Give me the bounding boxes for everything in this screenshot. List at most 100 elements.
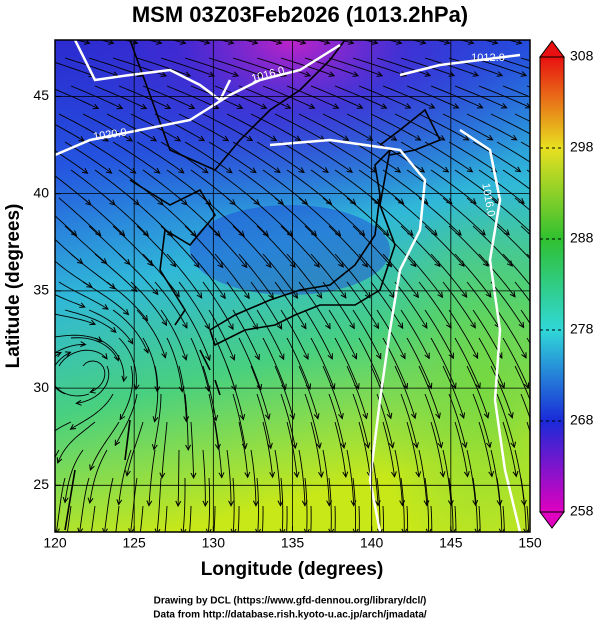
streamline	[358, 421, 371, 477]
streamline	[514, 113, 530, 122]
streamline-arrow	[301, 198, 309, 205]
streamline	[410, 40, 426, 44]
streamline-arrow	[265, 261, 272, 269]
streamline	[130, 197, 173, 237]
isobar	[459, 128, 522, 532]
streamline-arrow	[214, 443, 221, 451]
streamline	[328, 225, 368, 268]
streamline-arrow	[487, 134, 494, 141]
streamline-arrow	[256, 71, 264, 77]
streamline-arrow	[461, 291, 468, 299]
streamline-arrow	[402, 382, 409, 390]
coast-hokkaido	[379, 108, 442, 156]
streamline-arrow	[161, 352, 167, 359]
streamline-arrow	[394, 166, 402, 173]
streamline-arrow	[523, 528, 530, 532]
streamline	[136, 57, 191, 77]
streamline-arrow	[293, 471, 300, 479]
streamline	[64, 57, 119, 77]
streamline-arrow	[421, 322, 428, 329]
x-tick-label: 145	[439, 535, 463, 551]
streamline-arrow	[521, 352, 527, 359]
streamline-arrow	[373, 322, 380, 330]
streamline-arrow	[140, 103, 148, 110]
streamline-arrow	[340, 442, 347, 449]
streamline	[502, 253, 530, 286]
streamline	[166, 253, 203, 299]
streamline-arrow	[533, 412, 538, 418]
streamline-arrow	[89, 319, 97, 326]
contour-label: 1016.0	[479, 182, 497, 217]
streamline	[82, 113, 133, 142]
streamline-arrow	[270, 135, 278, 142]
streamline	[424, 477, 430, 532]
streamline	[448, 225, 489, 267]
streamline-arrow	[185, 444, 192, 452]
streamline-arrow	[483, 412, 490, 419]
streamline-arrow	[294, 135, 302, 141]
streamline-arrow	[399, 500, 406, 507]
streamline	[442, 449, 452, 506]
y-tick-label: 25	[33, 476, 49, 492]
streamline-arrow	[218, 472, 225, 479]
streamline-arrow	[318, 471, 324, 479]
colorbar-extend-bottom	[539, 511, 565, 529]
streamline	[262, 421, 274, 478]
streamline	[386, 40, 402, 44]
streamline	[466, 365, 489, 419]
streamline-arrow	[212, 103, 220, 109]
streamline-arrow	[391, 471, 397, 478]
streamline	[112, 309, 149, 353]
streamline-arrow	[179, 40, 187, 45]
streamline-arrow	[362, 412, 369, 420]
x-tick-label: 140	[360, 535, 384, 551]
streamline-arrow	[573, 103, 579, 108]
streamline	[310, 337, 335, 390]
chart-title: MSM 03Z03Feb2026 (1013.2hPa)	[132, 2, 468, 27]
streamline	[280, 141, 329, 173]
streamline	[232, 141, 281, 173]
streamline	[496, 309, 527, 359]
streamline	[148, 449, 156, 506]
streamline	[424, 393, 442, 448]
streamline	[119, 365, 134, 420]
streamline	[400, 477, 405, 532]
streamline-arrow	[472, 71, 480, 77]
streamline-arrow	[424, 71, 432, 77]
streamline-arrow	[183, 416, 190, 423]
streamline	[334, 505, 336, 532]
colorbar-tick-label: 258	[570, 503, 594, 519]
streamline-arrow	[316, 292, 323, 299]
streamline-arrow	[299, 40, 307, 45]
streamline-arrow	[424, 352, 430, 360]
streamline	[94, 85, 147, 109]
streamline-arrow	[184, 71, 192, 77]
streamline-arrow	[461, 441, 468, 449]
streamline	[142, 337, 158, 392]
streamline	[226, 113, 277, 141]
streamline	[94, 337, 125, 382]
streamline	[130, 477, 138, 532]
streamline-arrow	[150, 135, 158, 142]
streamline-arrow	[323, 40, 331, 45]
streamline	[352, 477, 357, 532]
streamline-arrow	[222, 135, 230, 142]
streamline	[75, 40, 90, 44]
streamline	[55, 351, 71, 395]
plot-area	[55, 40, 579, 532]
streamline-arrow	[166, 230, 173, 237]
streamline-arrow	[398, 198, 405, 205]
streamline	[226, 281, 258, 330]
streamline	[370, 113, 421, 141]
streamline-arrow	[69, 424, 77, 430]
colorbar-tick-label: 278	[570, 321, 594, 337]
streamline	[58, 281, 109, 310]
streamline	[238, 421, 249, 478]
streamline	[526, 505, 530, 532]
streamline	[382, 505, 384, 532]
streamline	[70, 337, 119, 361]
streamline-arrow	[252, 500, 259, 507]
streamline	[202, 281, 234, 330]
streamline-arrow	[375, 353, 382, 360]
streamline	[496, 141, 530, 163]
